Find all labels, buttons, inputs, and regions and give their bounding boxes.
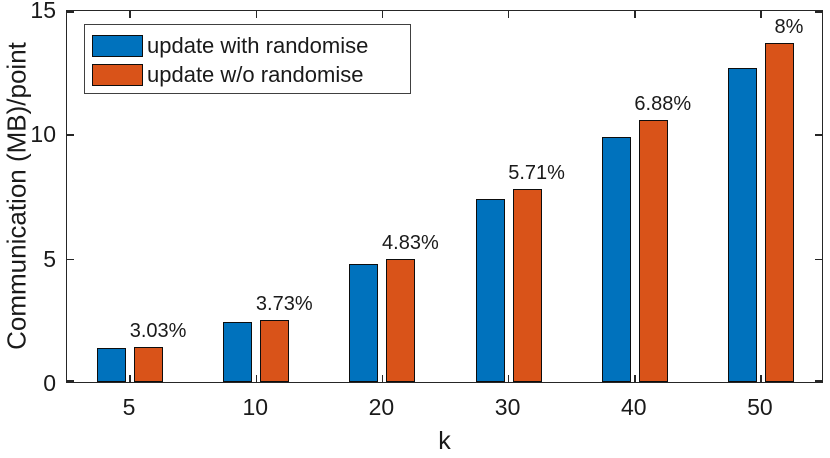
x-axis-tick: [129, 375, 131, 382]
legend-swatch-blue: [92, 34, 143, 57]
x-axis-tick: [381, 375, 384, 382]
y-axis-label: Communication (MB)/point: [1, 42, 32, 350]
bar-wo-randomise: [512, 189, 542, 382]
bar-percentage-label: 4.83%: [382, 231, 439, 254]
x-tick-label: 50: [747, 394, 773, 420]
x-axis-tick: [507, 11, 510, 18]
bar-with-randomise: [349, 264, 379, 382]
x-axis-tick: [634, 375, 636, 382]
y-axis-tick: [67, 134, 74, 136]
y-axis-tick: [815, 134, 822, 136]
y-tick-label: 0: [43, 370, 56, 396]
x-axis-tick: [255, 375, 257, 382]
x-axis-tick: [381, 11, 384, 18]
legend-entry-with-randomise: update with randomise: [92, 31, 410, 60]
bar-with-randomise: [475, 199, 505, 382]
y-axis-tick: [815, 380, 822, 382]
x-axis-tick: [255, 11, 257, 18]
x-axis-tick: [129, 11, 131, 18]
x-axis-tick: [507, 375, 510, 382]
legend-label: update w/o randomise: [147, 61, 364, 87]
y-axis-tick: [815, 11, 822, 13]
x-tick-label: 5: [122, 394, 136, 420]
bar-with-randomise: [727, 67, 757, 382]
y-axis-tick: [815, 258, 822, 261]
bar-percentage-label: 3.73%: [255, 292, 313, 315]
x-axis-label: k: [438, 427, 451, 455]
y-tick-label: 15: [30, 0, 56, 23]
x-axis-tick: [760, 375, 762, 382]
x-tick-label: 40: [620, 394, 647, 420]
legend-entry-wo-randomise: update w/o randomise: [92, 60, 410, 89]
bar-percentage-label: 3.03%: [129, 320, 187, 343]
x-axis-tick: [760, 11, 762, 18]
bar-wo-randomise: [764, 42, 794, 382]
bar-percentage-label: 5.71%: [508, 162, 565, 185]
x-tick-label: 30: [494, 394, 521, 420]
bar-percentage-label: 8%: [774, 15, 804, 38]
x-axis-tick: [634, 11, 636, 18]
y-tick-label: 5: [43, 245, 56, 272]
legend-label: update with randomise: [147, 32, 369, 58]
bar-percentage-label: 6.88%: [634, 92, 692, 115]
plot-area: [66, 10, 823, 383]
bar-with-randomise: [601, 136, 631, 382]
y-axis-tick: [67, 258, 74, 261]
y-tick-label: 10: [30, 121, 56, 148]
x-tick-label: 20: [368, 394, 395, 420]
bar-with-randomise: [223, 321, 253, 382]
y-axis-tick: [67, 11, 74, 13]
bar-wo-randomise: [260, 319, 290, 382]
legend-swatch-orange: [92, 63, 143, 86]
bar-wo-randomise: [638, 119, 668, 382]
bar-wo-randomise: [386, 258, 416, 382]
x-tick-label: 10: [242, 394, 269, 420]
y-axis-tick: [67, 380, 74, 382]
bar-with-randomise: [97, 348, 127, 382]
legend: update with randomise update w/o randomi…: [84, 24, 411, 94]
bar-wo-randomise: [134, 347, 164, 382]
